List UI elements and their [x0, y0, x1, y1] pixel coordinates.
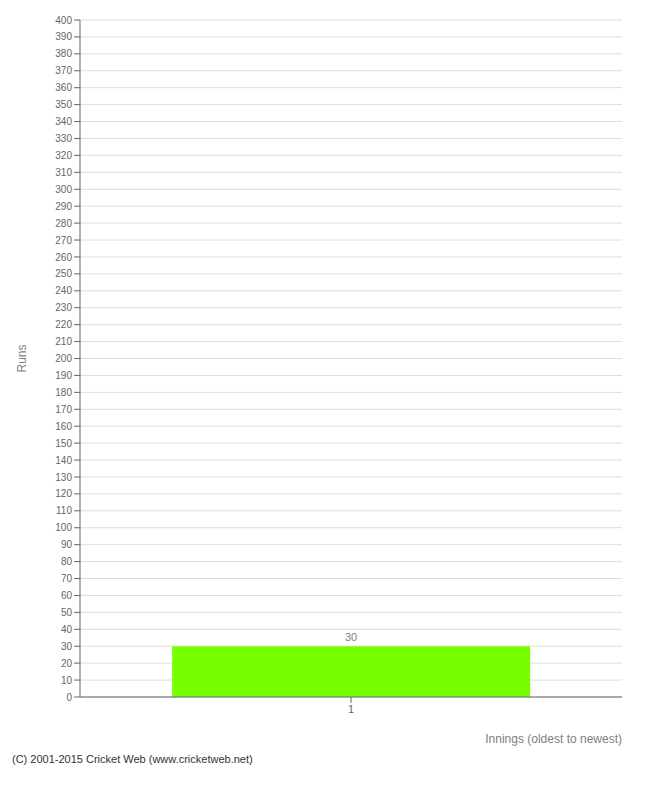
svg-text:120: 120	[55, 488, 72, 499]
svg-text:10: 10	[61, 675, 73, 686]
svg-text:180: 180	[55, 387, 72, 398]
svg-text:30: 30	[345, 631, 357, 643]
svg-text:310: 310	[55, 167, 72, 178]
svg-text:30: 30	[61, 641, 73, 652]
svg-text:140: 140	[55, 455, 72, 466]
svg-text:260: 260	[55, 252, 72, 263]
svg-text:350: 350	[55, 99, 72, 110]
svg-text:190: 190	[55, 370, 72, 381]
svg-text:390: 390	[55, 31, 72, 42]
svg-text:370: 370	[55, 65, 72, 76]
svg-text:280: 280	[55, 218, 72, 229]
svg-text:Runs: Runs	[15, 344, 29, 372]
svg-text:80: 80	[61, 556, 73, 567]
svg-text:210: 210	[55, 336, 72, 347]
svg-text:330: 330	[55, 133, 72, 144]
svg-text:70: 70	[61, 573, 73, 584]
svg-text:360: 360	[55, 82, 72, 93]
svg-text:150: 150	[55, 438, 72, 449]
svg-text:50: 50	[61, 607, 73, 618]
svg-text:Innings (oldest to newest): Innings (oldest to newest)	[485, 732, 622, 746]
svg-text:60: 60	[61, 590, 73, 601]
svg-text:250: 250	[55, 268, 72, 279]
svg-text:110: 110	[56, 505, 72, 516]
svg-text:0: 0	[66, 692, 72, 703]
svg-text:230: 230	[55, 302, 72, 313]
svg-text:160: 160	[55, 421, 72, 432]
svg-text:130: 130	[55, 472, 72, 483]
svg-text:20: 20	[61, 658, 73, 669]
svg-text:300: 300	[55, 184, 72, 195]
svg-text:200: 200	[55, 353, 72, 364]
svg-text:1: 1	[348, 703, 354, 715]
svg-text:290: 290	[55, 201, 72, 212]
svg-text:40: 40	[61, 624, 73, 635]
svg-text:170: 170	[55, 404, 72, 415]
svg-text:340: 340	[55, 116, 72, 127]
svg-text:320: 320	[55, 150, 72, 161]
svg-text:90: 90	[61, 539, 73, 550]
html-text:(C) 2001-2015 Cricket Web (www: (C) 2001-2015 Cricket Web (www.cricketwe…	[12, 753, 253, 765]
svg-text:400: 400	[55, 15, 72, 26]
svg-text:220: 220	[55, 319, 72, 330]
svg-text:100: 100	[55, 522, 72, 533]
svg-text:270: 270	[55, 235, 72, 246]
svg-text:380: 380	[55, 48, 72, 59]
svg-text:240: 240	[55, 285, 72, 296]
